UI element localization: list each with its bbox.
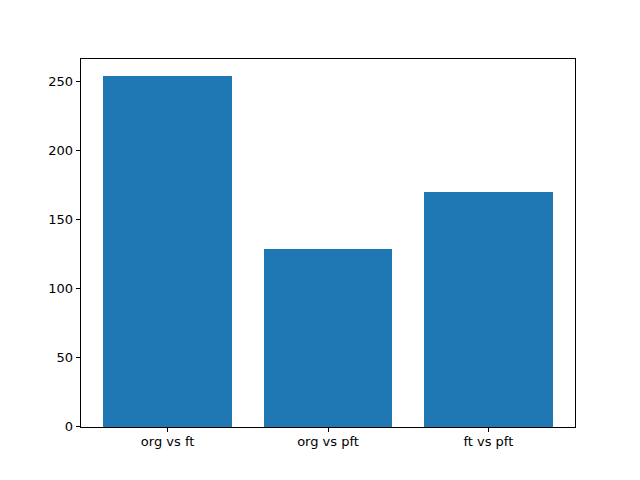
y-tick-mark xyxy=(76,288,80,289)
y-tick-label: 200 xyxy=(48,144,73,158)
x-tick-mark xyxy=(328,428,329,432)
figure: 0 50 100 150 200 250 org vs ft org vs pft ft vs… xyxy=(0,0,640,480)
bar-org-vs-ft xyxy=(103,76,231,426)
x-tick-label-org-vs-ft: org vs ft xyxy=(108,434,228,449)
y-tick-mark xyxy=(76,219,80,220)
y-tick-label: 100 xyxy=(48,282,73,296)
y-tick-mark xyxy=(76,357,80,358)
y-tick-label: 50 xyxy=(56,351,73,365)
y-tick-mark xyxy=(76,150,80,151)
y-tick-mark xyxy=(76,426,80,427)
y-tick-label: 150 xyxy=(48,213,73,227)
x-tick-mark xyxy=(167,428,168,432)
bar-ft-vs-pft xyxy=(424,192,552,427)
y-tick-label: 250 xyxy=(48,75,73,89)
plot-area xyxy=(80,58,576,428)
bar-org-vs-pft xyxy=(264,249,392,427)
x-tick-mark xyxy=(488,428,489,432)
x-tick-label-ft-vs-pft: ft vs pft xyxy=(428,434,548,449)
y-tick-label: 0 xyxy=(65,420,73,434)
x-tick-label-org-vs-pft: org vs pft xyxy=(268,434,388,449)
y-tick-mark xyxy=(76,81,80,82)
